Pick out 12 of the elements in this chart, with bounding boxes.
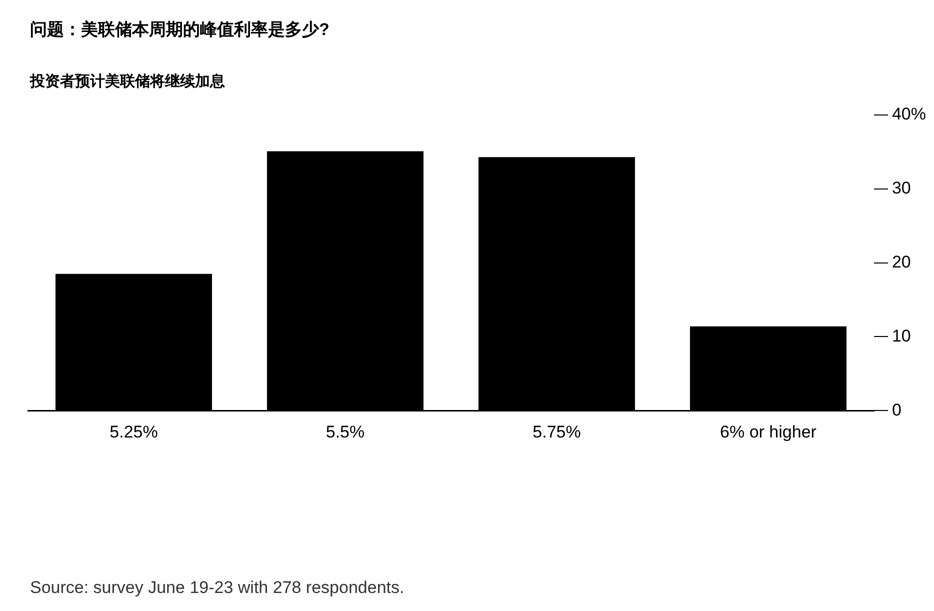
- x-tick-label: 5.25%: [110, 422, 158, 442]
- x-tick-label: 5.5%: [326, 422, 365, 442]
- source-note: Source: survey June 19-23 with 278 respondents.: [30, 578, 404, 598]
- y-tick-label: 0: [892, 400, 902, 420]
- y-tick-label: 20: [892, 252, 911, 272]
- x-tick-label: 5.75%: [532, 422, 581, 442]
- y-tick-label: 10: [892, 326, 911, 346]
- y-tick-label: 40%: [892, 104, 926, 124]
- chart-title: 问题：美联储本周期的峰值利率是多少?: [30, 19, 330, 41]
- x-tick-label: 6% or higher: [720, 422, 817, 442]
- y-tick-label: 30: [892, 178, 911, 198]
- chart-subtitle: 投资者预计美联储将继续加息: [30, 72, 225, 91]
